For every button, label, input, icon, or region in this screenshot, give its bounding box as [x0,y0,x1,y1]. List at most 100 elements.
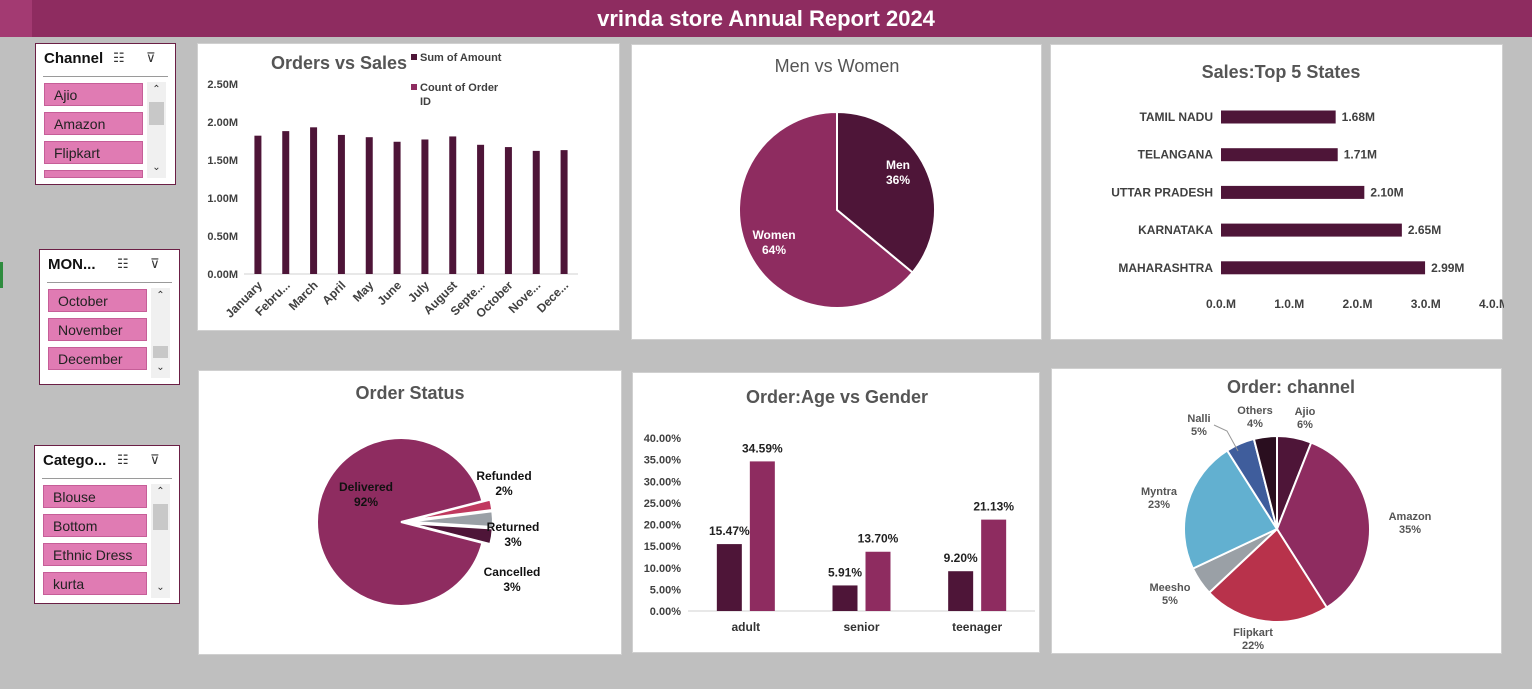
chart-title: Men vs Women [775,56,900,76]
data-label: 34.59% [742,441,783,455]
orders-vs-sales-chart: Orders vs Sales Sum of Amount Count of Ord… [207,52,578,321]
slicer-item-amazon[interactable]: Amazon [44,112,143,135]
age-gender-panel[interactable]: Order:Age vs Gender 0.00% 5.00% 10.00% 15.00… [632,372,1040,653]
slicer-item-october[interactable]: October [48,289,147,312]
multi-select-icon[interactable]: ☷ [117,452,129,467]
bar [421,139,429,274]
scroll-thumb[interactable] [149,102,164,125]
y-tick-label: 2.50M [207,79,238,91]
month-slicer-title: MON... [48,256,96,273]
y-tick-label: 2.00M [207,117,238,129]
slicer-item-ethnic-dress[interactable]: Ethnic Dress [43,543,147,566]
clear-filter-icon[interactable]: ⊽ [146,50,156,65]
scroll-up-icon[interactable]: ⌃ [156,290,165,301]
legend-swatch [411,54,417,60]
data-label: 1.68M [1342,110,1375,124]
pie-percent: 4% [1247,418,1263,430]
chart-title: Orders vs Sales [271,53,407,73]
pie-slice-flipkart [1207,527,1329,623]
legend-label: Count of Order [420,82,499,94]
bar [477,144,485,274]
bar [504,147,512,274]
pie-percent: 64% [762,243,786,257]
category-slicer-scrollbar[interactable]: ⌃ ⌄ [151,484,170,598]
channel-slicer[interactable]: Channel ☷ ⊽ Ajio Amazon Flipkart ⌃ ⌄ [35,43,176,185]
slicer-item-partial[interactable] [44,170,143,178]
bar [393,141,401,274]
pie-slice-delivered [316,437,484,607]
channel-slicer-title: Channel [44,50,104,67]
clear-filter-icon[interactable]: ⊽ [150,452,160,467]
y-tick-label: TAMIL NADU [1139,110,1213,124]
multi-select-icon[interactable]: ☷ [113,50,125,65]
bar [865,551,891,611]
pie-label: Returned [487,520,540,534]
month-slicer[interactable]: MON... ☷ ⊽ October November December ⌃ ⌄ [39,249,180,385]
x-tick-label: Dece... [534,278,571,315]
pie-percent: 6% [1297,419,1313,431]
order-channel-panel[interactable]: Order: channel Ajio 6% Amazon 35% Flipkart 22%… [1051,368,1502,654]
x-tick-label: April [319,278,348,307]
leader-line [1213,424,1239,452]
data-label: 2.10M [1370,185,1403,199]
bar [1221,110,1336,124]
x-tick-label: May [350,278,377,305]
x-tick-label: 3.0.M [1411,297,1441,311]
bar [981,519,1007,611]
order-status-panel[interactable]: Order Status Delivered 92% Refunded 2% Return… [198,370,622,655]
slicer-item-november[interactable]: November [48,318,147,341]
slicer-item-bottom[interactable]: Bottom [43,514,147,537]
bar [282,131,290,274]
slicer-item-flipkart[interactable]: Flipkart [44,141,143,164]
pie-label: Delivered [339,480,393,494]
pie-label: Others [1237,405,1272,417]
pie-percent: 5% [1191,426,1207,438]
pie-percent: 22% [1242,640,1264,652]
chart-title: Order Status [355,383,464,403]
orders-vs-sales-panel[interactable]: Orders vs Sales Sum of Amount Count of Ord… [197,43,620,331]
slicer-item-kurta[interactable]: kurta [43,572,147,595]
report-title: vrinda store Annual Report 2024 [597,6,935,31]
scroll-thumb[interactable] [153,346,168,358]
legend-label: ID [420,96,431,108]
slicer-item-blouse[interactable]: Blouse [43,485,147,508]
multi-select-icon[interactable]: ☷ [117,256,129,271]
bar [532,150,540,274]
pie-label: Meesho [1150,582,1191,594]
month-slicer-scrollbar[interactable]: ⌃ ⌄ [151,288,170,378]
channel-slicer-scrollbar[interactable]: ⌃ ⌄ [147,82,166,178]
pie-slice-refunded [408,498,494,522]
scroll-down-icon[interactable]: ⌄ [156,362,165,373]
bar [749,461,775,611]
slicer-item-december[interactable]: December [48,347,147,370]
clear-filter-icon[interactable]: ⊽ [150,256,160,271]
y-tick-label: 35.00% [644,455,682,467]
pie-slice-returned [408,510,494,529]
bar [449,136,457,274]
pie-percent: 3% [504,535,522,549]
scroll-down-icon[interactable]: ⌄ [152,162,161,173]
legend-swatch [411,84,417,90]
x-tick-label: March [286,278,321,313]
x-tick-label: June [374,278,404,308]
pie-label: Amazon [1389,511,1432,523]
bar [337,134,345,274]
category-slicer[interactable]: Catego... ☷ ⊽ Blouse Bottom Ethnic Dress… [34,445,180,604]
pie-label: Nalli [1187,413,1210,425]
scroll-up-icon[interactable]: ⌃ [152,84,161,95]
data-label: 1.71M [1344,148,1377,162]
bar [310,127,318,274]
scroll-thumb[interactable] [153,504,168,530]
y-tick-label: TELANGANA [1138,148,1214,162]
men-vs-women-panel[interactable]: Men vs Women Men 36% Women 64% [631,44,1042,340]
x-tick-label: 0.0.M [1206,297,1236,311]
scroll-down-icon[interactable]: ⌄ [156,582,165,593]
bar [254,135,262,274]
top-states-panel[interactable]: Sales:Top 5 States TAMIL NADU 1.68M TELANGA… [1050,44,1504,340]
scroll-up-icon[interactable]: ⌃ [156,486,165,497]
slicer-item-ajio[interactable]: Ajio [44,83,143,106]
y-tick-label: 40.00% [644,433,682,445]
